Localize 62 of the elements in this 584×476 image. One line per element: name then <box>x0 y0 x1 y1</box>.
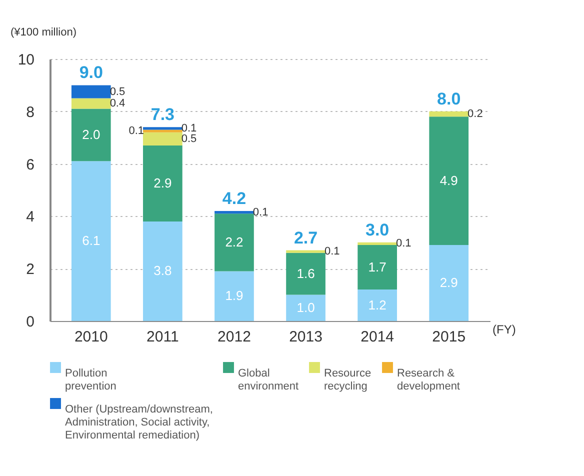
legend-label: Global environment <box>238 368 299 392</box>
data-label: 4.9 <box>440 172 458 188</box>
bar <box>143 145 182 222</box>
bar <box>286 252 326 295</box>
y-tick-label: 8 <box>26 104 34 121</box>
x-tick-label: 2014 <box>360 328 394 346</box>
x-tick-label: 2010 <box>74 328 108 346</box>
bar <box>214 214 254 272</box>
bar <box>286 294 326 321</box>
total-label: 9.0 <box>79 63 103 82</box>
bar <box>71 98 111 109</box>
y-tick-label: 6 <box>26 156 34 174</box>
x-tick-label: 2015 <box>432 328 466 346</box>
data-label: 0.1 <box>252 206 268 218</box>
data-label: 2.9 <box>440 275 458 290</box>
total-label: 7.3 <box>150 105 175 124</box>
y-axis-title: (¥100 million) <box>10 26 77 38</box>
data-label: 1.0 <box>296 300 315 315</box>
data-label: 2.9 <box>154 175 172 190</box>
y-tick-label: 10 <box>18 52 34 68</box>
data-label: 0.1 <box>324 246 340 258</box>
data-label: 2.0 <box>82 126 100 142</box>
bar <box>286 250 326 253</box>
x-axis-title: (FY) <box>492 322 516 336</box>
bar <box>358 242 397 246</box>
bar <box>71 108 111 162</box>
legend-label: Pollution prevention <box>65 368 116 392</box>
data-label: 1.9 <box>225 288 244 304</box>
bar <box>71 85 111 98</box>
total-label: 2.7 <box>294 228 318 248</box>
total-label: 4.2 <box>222 188 246 208</box>
y-tick-label: 4 <box>26 208 34 226</box>
data-label: 1.2 <box>368 297 386 312</box>
bar <box>214 271 254 321</box>
total-label: 3.0 <box>365 220 390 240</box>
bar <box>71 161 111 321</box>
bar <box>429 245 469 321</box>
data-label: 2.2 <box>225 234 244 250</box>
data-label: 6.1 <box>82 233 100 248</box>
data-label: 1.7 <box>368 259 386 274</box>
data-label: 0.1 <box>181 122 197 134</box>
y-tick-label: 2 <box>26 261 34 278</box>
bar <box>143 132 182 146</box>
bar <box>429 111 469 117</box>
data-label: 0.1 <box>396 238 412 250</box>
data-label: 3.8 <box>154 263 172 278</box>
legend-label: Research & development <box>397 368 460 392</box>
bar <box>143 127 182 130</box>
x-tick-label: 2011 <box>146 328 179 346</box>
bar <box>214 210 254 214</box>
bar <box>143 221 182 321</box>
x-tick-label: 2012 <box>218 328 251 346</box>
total-label: 8.0 <box>437 89 461 108</box>
bar <box>358 290 397 321</box>
legend-label: Other (Upstream/downstream, Administration, Social activity, Environmental remediation) <box>65 404 213 442</box>
bar <box>143 130 182 132</box>
y-tick-label: 0 <box>26 314 34 330</box>
data-label: 1.6 <box>296 266 315 281</box>
x-tick-label: 2013 <box>289 328 322 346</box>
bar <box>429 116 469 246</box>
bar <box>358 245 397 290</box>
legend-label: Resource recycling <box>324 368 372 392</box>
